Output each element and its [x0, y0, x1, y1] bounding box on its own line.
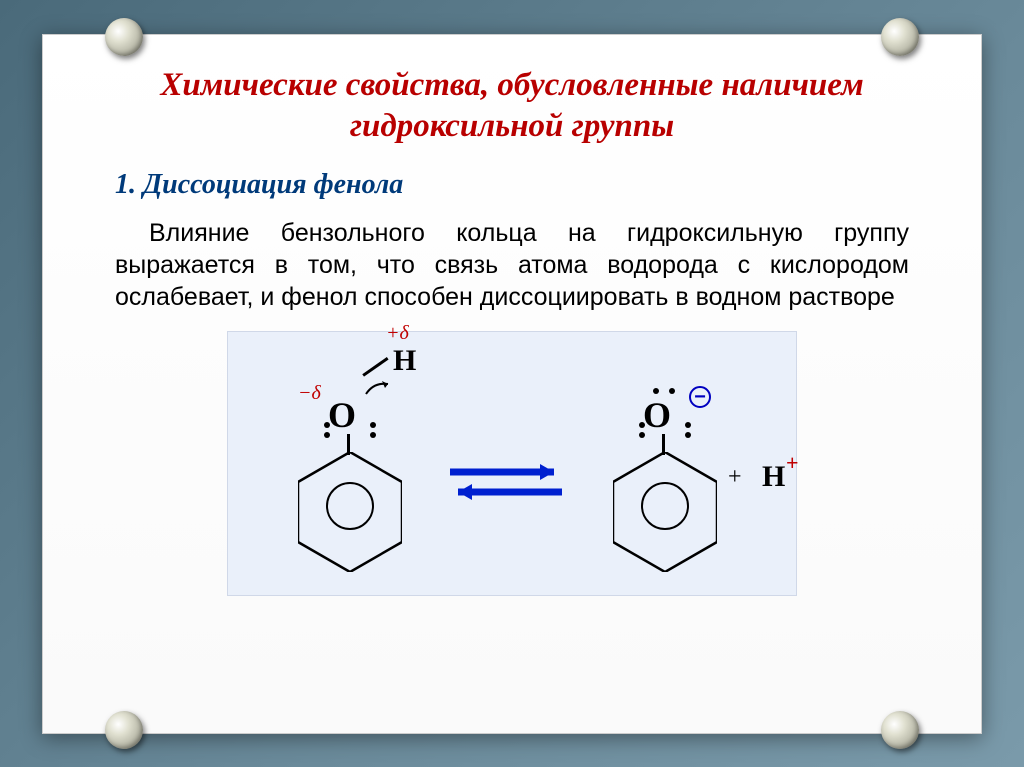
proton-h: H [762, 460, 785, 494]
molecule-phenolate: − O [583, 352, 743, 582]
lone-pair [639, 422, 645, 428]
curved-arrow-icon [364, 380, 394, 396]
lone-pair [685, 422, 691, 428]
equilibrium-arrows [446, 462, 566, 507]
aromatic-circle [641, 482, 689, 530]
arrow-icon [446, 462, 566, 502]
pin-top-right [881, 18, 919, 56]
pin-bottom-left [105, 711, 143, 749]
lone-pair [370, 432, 376, 438]
proton-charge: + [786, 450, 799, 476]
lone-pair [324, 422, 330, 428]
lone-pair [324, 432, 330, 438]
delta-minus: −δ [298, 382, 321, 405]
diagram: +δ H −δ O [227, 331, 797, 596]
diagram-wrap: +δ H −δ O [93, 331, 931, 596]
body-span: Влияние бензольного кольца на гидроксиль… [115, 219, 909, 311]
oh-bond [362, 357, 388, 376]
delta-plus: +δ [386, 322, 409, 345]
pin-bottom-right [881, 711, 919, 749]
atom-o: O [328, 394, 356, 436]
minus-charge: − [689, 386, 711, 408]
molecule-phenol: +δ H −δ O [268, 352, 428, 582]
lone-pair [370, 422, 376, 428]
slide: Химические свойства, обусловленные налич… [42, 34, 982, 734]
subtitle: 1. Диссоциация фенола [93, 169, 931, 201]
lone-pair [685, 432, 691, 438]
atom-o: O [643, 394, 671, 436]
lone-pair [639, 432, 645, 438]
body-text: Влияние бензольного кольца на гидроксиль… [93, 217, 931, 313]
atom-h: H [393, 344, 416, 378]
pin-top-left [105, 18, 143, 56]
aromatic-circle [326, 482, 374, 530]
title: Химические свойства, обусловленные налич… [93, 65, 931, 148]
plus-sign: + [728, 464, 742, 491]
